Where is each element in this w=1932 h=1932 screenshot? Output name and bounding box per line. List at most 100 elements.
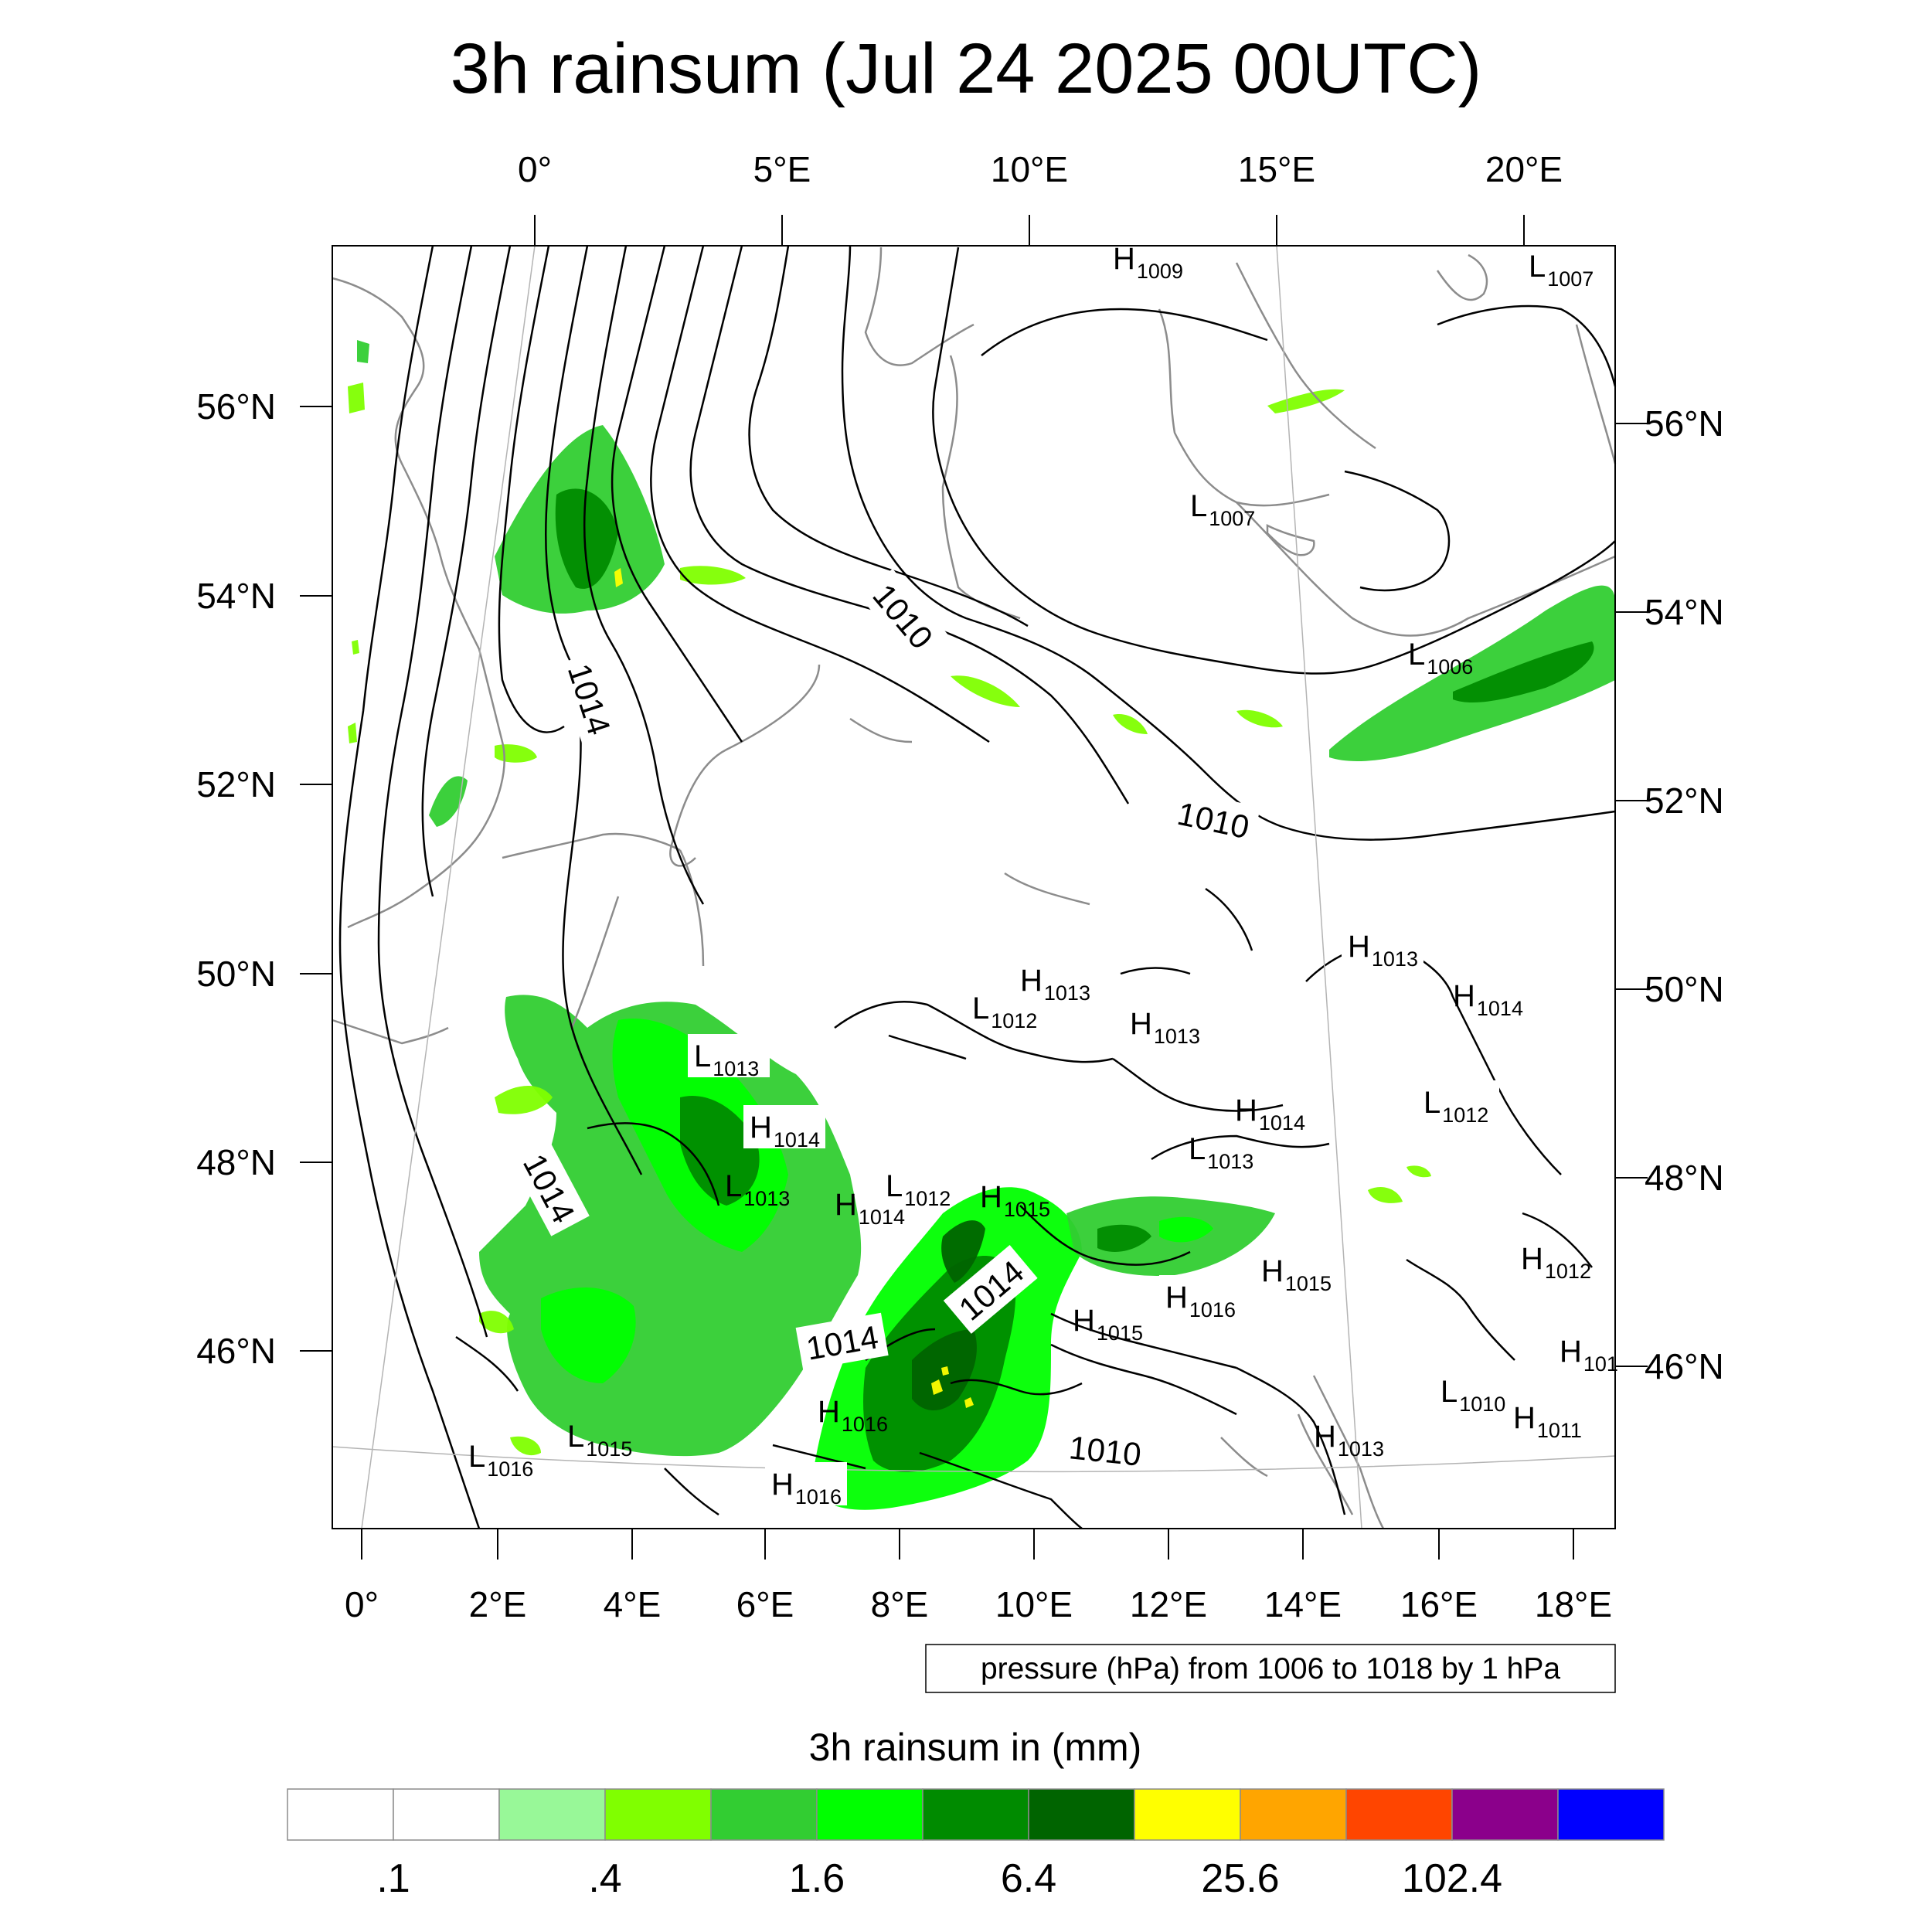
isobar	[834, 1001, 1114, 1063]
bottom-lon-label: 0°	[345, 1584, 379, 1624]
pressure-center-value: 1012	[1442, 1104, 1488, 1127]
pressure-center-label: H1012	[1521, 1242, 1591, 1283]
rain-area	[1453, 641, 1594, 703]
pressure-center-value: 1015	[1285, 1272, 1332, 1295]
pressure-center-text: H101	[1560, 1335, 1618, 1376]
rain-area	[1236, 709, 1283, 728]
colorbar-label: 102.4	[1402, 1856, 1502, 1901]
isobar	[611, 245, 743, 743]
rain-area	[964, 1397, 974, 1408]
coastline-layer	[332, 247, 1617, 1529]
pressure-center-value: 1010	[1459, 1393, 1505, 1416]
graticule-line	[361, 245, 536, 1529]
right-lat-label: 56°N	[1645, 403, 1724, 444]
coastline	[1312, 1375, 1385, 1529]
coastline	[849, 717, 913, 743]
pressure-legend-note: pressure (hPa) from 1006 to 1018 by 1 hP…	[925, 1644, 1616, 1693]
coastline	[502, 832, 681, 859]
coastline	[332, 1019, 449, 1045]
rain-area	[352, 640, 359, 655]
isobar-label: 1014	[795, 1312, 889, 1371]
isobar	[772, 1444, 866, 1470]
pressure-center-text: L1013	[694, 1039, 759, 1080]
rain-area	[510, 1436, 541, 1456]
rain-area	[357, 340, 369, 363]
rain-area	[941, 1220, 985, 1283]
coastline	[1004, 872, 1090, 906]
pressure-center-value: 1006	[1427, 655, 1473, 679]
isobar	[919, 1451, 1083, 1529]
pressure-center-value: 1014	[1259, 1111, 1305, 1134]
pressure-center-label: H1016	[1159, 1275, 1241, 1321]
graticule-layer	[332, 245, 1616, 1529]
isobar	[377, 245, 488, 1338]
pressure-center-label: H1013	[1342, 924, 1423, 971]
rain-area	[1267, 389, 1345, 413]
isobar	[1019, 1205, 1191, 1266]
left-lat-label: 52°N	[196, 764, 276, 804]
pressure-center-label: H1014	[743, 1105, 825, 1151]
pressure-center-value: 1013	[1207, 1150, 1253, 1173]
isobar	[338, 245, 481, 1529]
bottom-lon-label: 14°E	[1264, 1584, 1342, 1624]
pressure-center-value: 1014	[1477, 997, 1523, 1020]
pressure-center-value: 1012	[1545, 1260, 1591, 1283]
right-lat-label: 50°N	[1645, 969, 1724, 1009]
rain-area	[1159, 1216, 1213, 1243]
pressure-center-label: H1016	[765, 1462, 847, 1509]
pressure-center-text: H1012	[1521, 1242, 1591, 1283]
left-lat-label: 46°N	[196, 1331, 276, 1371]
coastline	[1220, 1437, 1268, 1478]
pressure-center-value: 1009	[1137, 260, 1183, 283]
coastline	[669, 664, 821, 867]
isobar	[1344, 470, 1451, 592]
isobar	[981, 308, 1268, 356]
isobar-label: 1010	[1060, 1423, 1151, 1476]
rain-area	[680, 1096, 760, 1206]
bottom-lon-label: 4°E	[604, 1584, 662, 1624]
rain-area	[931, 1379, 943, 1395]
coastline	[679, 849, 705, 967]
pressure-center-value: 1014	[859, 1206, 905, 1229]
rain-area	[1329, 585, 1615, 761]
pressure-center-label: H101	[1560, 1335, 1618, 1376]
pressure-center-value: 1013	[713, 1057, 759, 1080]
colorbar-swatch	[1557, 1788, 1665, 1841]
bottom-lon-label: 12°E	[1130, 1584, 1207, 1624]
colorbar-swatch	[1240, 1788, 1347, 1841]
isobar	[498, 245, 565, 733]
map-title: 3h rainsum (Jul 24 2025 00UTC)	[451, 29, 1482, 108]
colorbar-swatch	[1028, 1788, 1135, 1841]
pressure-center-label: L1013	[688, 1034, 770, 1080]
pressure-center-value: 1015	[586, 1437, 632, 1461]
rain-area	[348, 383, 365, 413]
isobar	[841, 245, 1616, 841]
isobar	[1205, 887, 1253, 951]
right-lat-label: 46°N	[1645, 1346, 1724, 1386]
coastline	[1266, 523, 1315, 556]
coastline	[332, 277, 505, 929]
rain-area	[555, 488, 618, 589]
pressure-center-value: 1012	[904, 1187, 951, 1210]
pressure-center-value: 1016	[842, 1413, 888, 1436]
pressure-center-value: 1013	[1154, 1025, 1200, 1048]
coastline	[864, 247, 975, 366]
isobar	[455, 1335, 519, 1392]
rain-area	[479, 1311, 514, 1334]
coastline	[1235, 262, 1376, 450]
colorbar-label: 25.6	[1201, 1856, 1279, 1901]
isobar	[1050, 1312, 1237, 1369]
isobar	[587, 1122, 720, 1206]
bottom-lon-label: 6°E	[736, 1584, 794, 1624]
coastline	[1575, 324, 1617, 464]
pressure-center-label: L1010	[1434, 1369, 1516, 1416]
pressure-center-value: 1012	[991, 1009, 1037, 1032]
pressure-center-value: 1015	[1097, 1321, 1143, 1345]
isobar	[689, 245, 1130, 804]
rain-area	[1368, 1186, 1403, 1203]
isobar	[650, 245, 990, 743]
isobar	[1050, 1343, 1237, 1416]
axis-labels: 0° 5°E 10°E 15°E 20°E 0° 2°E 4°E 6°E 8°E 10°E 12°E 1…	[196, 149, 1724, 1624]
pressure-center-value: 1014	[774, 1128, 820, 1151]
right-lat-label: 48°N	[1645, 1158, 1724, 1198]
